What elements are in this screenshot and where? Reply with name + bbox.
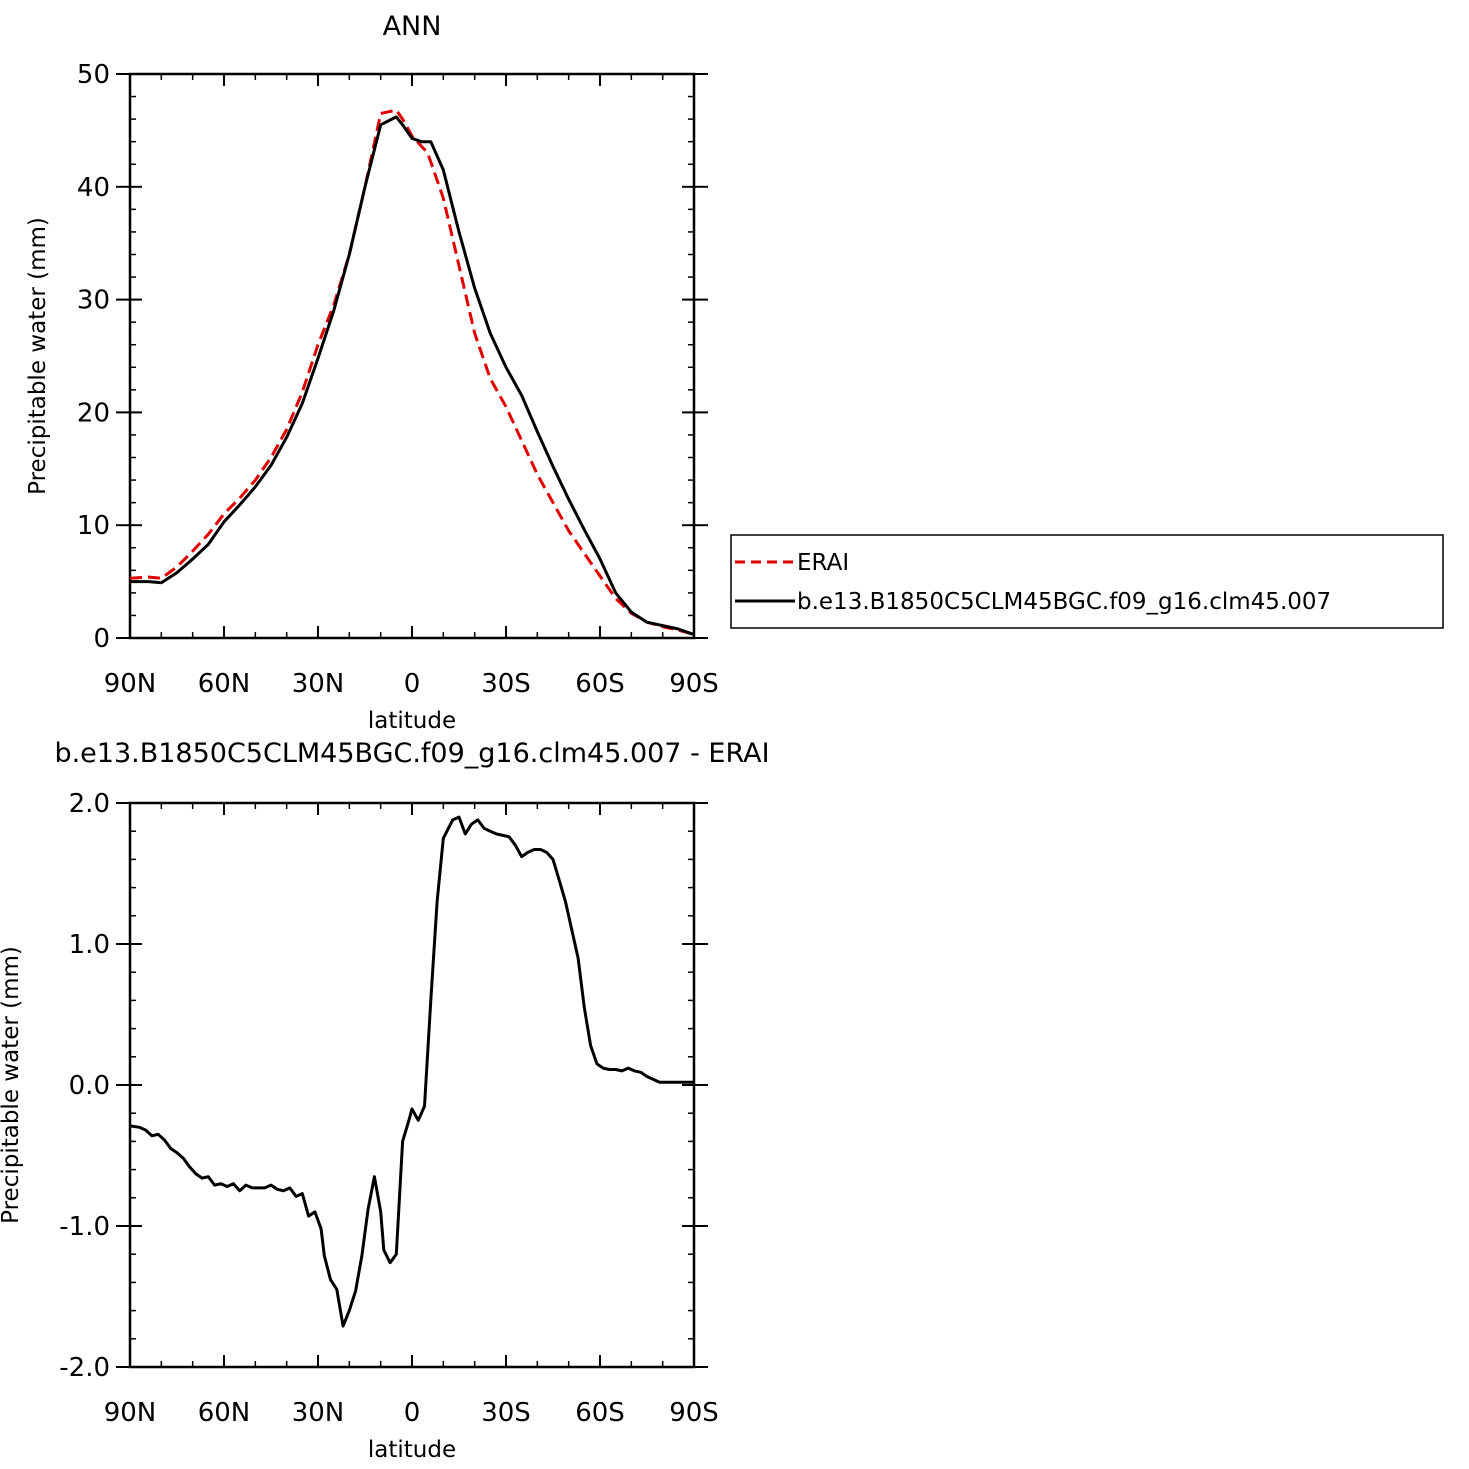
x-tick-label: 30S: [481, 1398, 531, 1428]
y-tick-label: 2.0: [69, 789, 110, 819]
x-tick-label: 0: [404, 669, 421, 699]
x-tick-label: 60S: [575, 669, 625, 699]
y-tick-label: 30: [77, 286, 110, 316]
y-tick-label: 0.0: [69, 1071, 110, 1101]
legend: ERAI b.e13.B1850C5CLM45BGC.f09_g16.clm45…: [730, 534, 1444, 629]
x-tick-label: 60S: [575, 1398, 625, 1428]
top-x-axis-label: latitude: [368, 708, 456, 734]
legend-box: [730, 534, 1444, 629]
y-tick-label: -1.0: [59, 1212, 110, 1242]
x-tick-label: 30N: [292, 669, 345, 699]
x-tick-label: 0: [404, 1398, 421, 1428]
y-tick-label: 0: [93, 624, 110, 654]
series-line-model: [130, 115, 695, 637]
y-tick-label: 50: [77, 60, 110, 90]
bottom-panel: b.e13.B1850C5CLM45BGC.f09_g16.clm45.007 …: [0, 738, 770, 1463]
x-tick-label: 60N: [198, 669, 251, 699]
top-title: ANN: [383, 11, 442, 42]
x-tick-label: 90N: [104, 1398, 157, 1428]
x-tick-label: 90S: [669, 1398, 719, 1428]
legend-label-erai: ERAI: [797, 550, 849, 576]
difference-line: [129, 815, 694, 1328]
x-tick-label: 30N: [292, 1398, 345, 1428]
series-line-erai: [129, 108, 695, 637]
y-tick-label: 40: [77, 173, 110, 203]
bottom-x-axis-label: latitude: [368, 1437, 456, 1463]
legend-label-model: b.e13.B1850C5CLM45BGC.f09_g16.clm45.007: [797, 589, 1331, 615]
x-tick-label: 60N: [198, 1398, 251, 1428]
y-tick-label: 20: [77, 398, 110, 428]
bottom-y-axis-label: Precipitable water (mm): [0, 946, 24, 1224]
bottom-plot-frame: [128, 801, 696, 1369]
top-y-axis-label: Precipitable water (mm): [25, 217, 51, 495]
x-tick-label: 90N: [104, 669, 157, 699]
top-panel: ANN 90N 60N 30N 0 30S 60S 90S 0 10 20 30 40 50 latit…: [25, 11, 719, 734]
y-tick-label: 1.0: [69, 930, 110, 960]
y-tick-label: 10: [77, 511, 110, 541]
y-tick-label: -2.0: [59, 1353, 110, 1383]
x-tick-label: 30S: [481, 669, 531, 699]
top-plot-frame: [128, 72, 696, 640]
bottom-title: b.e13.B1850C5CLM45BGC.f09_g16.clm45.007 …: [54, 738, 769, 769]
x-tick-label: 90S: [669, 669, 719, 699]
